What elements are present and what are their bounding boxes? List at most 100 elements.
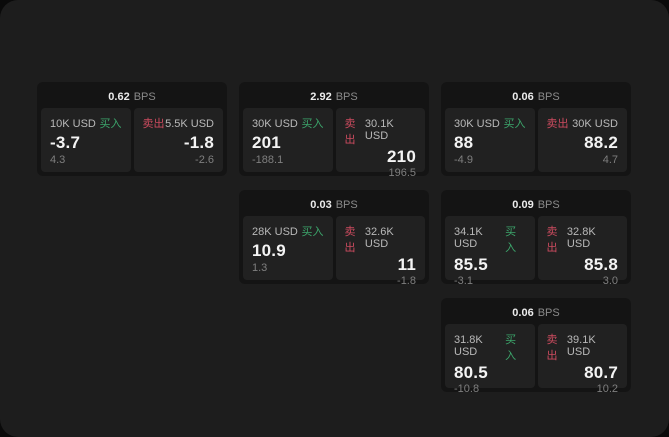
buy-panel-top-row: 30K USD 买入 (454, 115, 526, 131)
buy-delta: -10.8 (454, 383, 480, 395)
sell-amount: 32.6K USD (364, 226, 394, 250)
bps-header: 0.09 BPS (445, 194, 627, 216)
buy-price: 201 (252, 132, 281, 152)
quote-card: 0.06 BPS 31.8K USD 买入 80.5 -10.8 卖出 39.1… (441, 298, 631, 395)
buy-amount: 28K USD (252, 226, 298, 238)
buy-delta: -4.9 (454, 154, 473, 166)
sell-panel-top-row: 卖出 30.1K USD (345, 115, 417, 147)
sell-amount: 39.1K USD (566, 334, 596, 358)
buy-panel[interactable]: 30K USD 买入 88 -4.9 (445, 108, 535, 172)
buy-delta: 4.3 (50, 154, 66, 166)
buy-amount: 30K USD (454, 118, 500, 130)
sell-panel[interactable]: 卖出 30.1K USD 210 196.5 (335, 108, 425, 179)
quote-card: 0.09 BPS 34.1K USD 买入 85.5 -3.1 卖出 32.8K… (441, 190, 631, 287)
sell-price: 11 (397, 255, 416, 274)
quote-card: 0.62 BPS 10K USD 买入 -3.7 4.3 卖出 5.5K USD (37, 82, 227, 176)
sell-panel[interactable]: 卖出 39.1K USD 80.7 10.2 (537, 324, 627, 395)
buy-price: 10.9 (252, 240, 286, 260)
quote-card-grid: 0.62 BPS 10K USD 买入 -3.7 4.3 卖出 5.5K USD (37, 82, 631, 395)
buy-panel[interactable]: 10K USD 买入 -3.7 4.3 (41, 108, 131, 172)
sell-amount: 30.1K USD (364, 118, 394, 142)
sell-button[interactable]: 卖出 (344, 226, 356, 254)
buy-panel[interactable]: 30K USD 买入 201 -188.1 (243, 108, 333, 172)
bps-suffix-label: BPS (537, 91, 560, 103)
sell-delta: 4.7 (602, 154, 618, 166)
buy-button[interactable]: 买入 (99, 118, 122, 130)
sell-delta: 196.5 (388, 167, 416, 179)
sell-panel[interactable]: 卖出 32.6K USD 11 -1.8 (335, 216, 425, 287)
buy-panel[interactable]: 28K USD 买入 10.9 1.3 (243, 216, 333, 280)
bps-value: 0.06 (512, 91, 534, 103)
sell-delta: -1.8 (397, 275, 416, 287)
buy-panel-top-row: 34.1K USD 买入 (454, 223, 526, 255)
sell-delta: 3.0 (602, 275, 618, 287)
bps-header: 0.62 BPS (41, 86, 223, 108)
quote-card-body: 10K USD 买入 -3.7 4.3 卖出 5.5K USD -1.8 -2.… (41, 108, 223, 172)
quote-card-body: 28K USD 买入 10.9 1.3 卖出 32.6K USD 11 -1.8 (243, 216, 425, 287)
bps-value: 2.92 (310, 91, 332, 103)
sell-amount: 30K USD (572, 118, 618, 130)
buy-amount: 10K USD (50, 118, 96, 130)
bps-header: 0.06 BPS (445, 302, 627, 324)
sell-panel-top-row: 卖出 30K USD (547, 115, 619, 131)
buy-delta: 1.3 (252, 262, 268, 274)
buy-price: -3.7 (50, 132, 81, 152)
sell-button[interactable]: 卖出 (344, 118, 356, 146)
buy-price: 85.5 (454, 255, 488, 274)
sell-button[interactable]: 卖出 (546, 118, 569, 130)
sell-price: 88.2 (584, 132, 618, 152)
bps-suffix-label: BPS (537, 199, 560, 211)
bps-header: 2.92 BPS (243, 86, 425, 108)
sell-panel[interactable]: 卖出 30K USD 88.2 4.7 (537, 108, 627, 172)
quote-card: 2.92 BPS 30K USD 买入 201 -188.1 卖出 30.1K … (239, 82, 429, 179)
buy-panel-top-row: 28K USD 买入 (252, 223, 324, 239)
buy-delta: -188.1 (252, 154, 284, 166)
sell-panel-top-row: 卖出 32.8K USD (547, 223, 619, 255)
buy-panel-top-row: 31.8K USD 买入 (454, 331, 526, 363)
bps-value: 0.06 (512, 307, 534, 319)
buy-panel-top-row: 30K USD 买入 (252, 115, 324, 131)
quote-card: 0.03 BPS 28K USD 买入 10.9 1.3 卖出 32.6K US… (239, 190, 429, 287)
sell-button[interactable]: 卖出 (546, 334, 558, 362)
bps-suffix-label: BPS (537, 307, 560, 319)
buy-button[interactable]: 买入 (301, 118, 324, 130)
bps-suffix-label: BPS (133, 91, 156, 103)
sell-panel-top-row: 卖出 32.6K USD (345, 223, 417, 255)
quote-card-body: 30K USD 买入 201 -188.1 卖出 30.1K USD 210 1… (243, 108, 425, 179)
buy-button[interactable]: 买入 (301, 226, 324, 238)
buy-panel[interactable]: 31.8K USD 买入 80.5 -10.8 (445, 324, 535, 395)
sell-amount: 32.8K USD (566, 226, 596, 250)
sell-panel-top-row: 卖出 39.1K USD (547, 331, 619, 363)
buy-button[interactable]: 买入 (503, 118, 526, 130)
sell-amount: 5.5K USD (165, 118, 214, 130)
sell-button[interactable]: 卖出 (142, 118, 165, 130)
buy-button[interactable]: 买入 (505, 226, 517, 254)
bps-suffix-label: BPS (335, 199, 358, 211)
sell-price: 80.7 (584, 363, 618, 382)
bps-suffix-label: BPS (335, 91, 358, 103)
sell-delta: -2.6 (195, 154, 214, 166)
sell-delta: 10.2 (596, 383, 618, 395)
buy-amount: 31.8K USD (454, 334, 483, 358)
bps-header: 0.06 BPS (445, 86, 627, 108)
sell-price: 210 (387, 147, 416, 166)
sell-panel[interactable]: 卖出 5.5K USD -1.8 -2.6 (133, 108, 223, 172)
buy-panel-top-row: 10K USD 买入 (50, 115, 122, 131)
quote-card-body: 31.8K USD 买入 80.5 -10.8 卖出 39.1K USD 80.… (445, 324, 627, 395)
bps-value: 0.62 (108, 91, 130, 103)
sell-panel[interactable]: 卖出 32.8K USD 85.8 3.0 (537, 216, 627, 287)
sell-button[interactable]: 卖出 (546, 226, 558, 254)
bps-header: 0.03 BPS (243, 194, 425, 216)
sell-price: 85.8 (584, 255, 618, 274)
buy-price: 88 (454, 132, 474, 152)
quote-card-body: 30K USD 买入 88 -4.9 卖出 30K USD 88.2 4.7 (445, 108, 627, 172)
quote-card-body: 34.1K USD 买入 85.5 -3.1 卖出 32.8K USD 85.8… (445, 216, 627, 287)
buy-panel[interactable]: 34.1K USD 买入 85.5 -3.1 (445, 216, 535, 287)
buy-price: 80.5 (454, 363, 488, 382)
bps-value: 0.09 (512, 199, 534, 211)
buy-amount: 34.1K USD (454, 226, 483, 250)
bps-value: 0.03 (310, 199, 332, 211)
buy-delta: -3.1 (454, 275, 473, 287)
buy-button[interactable]: 买入 (505, 334, 517, 362)
